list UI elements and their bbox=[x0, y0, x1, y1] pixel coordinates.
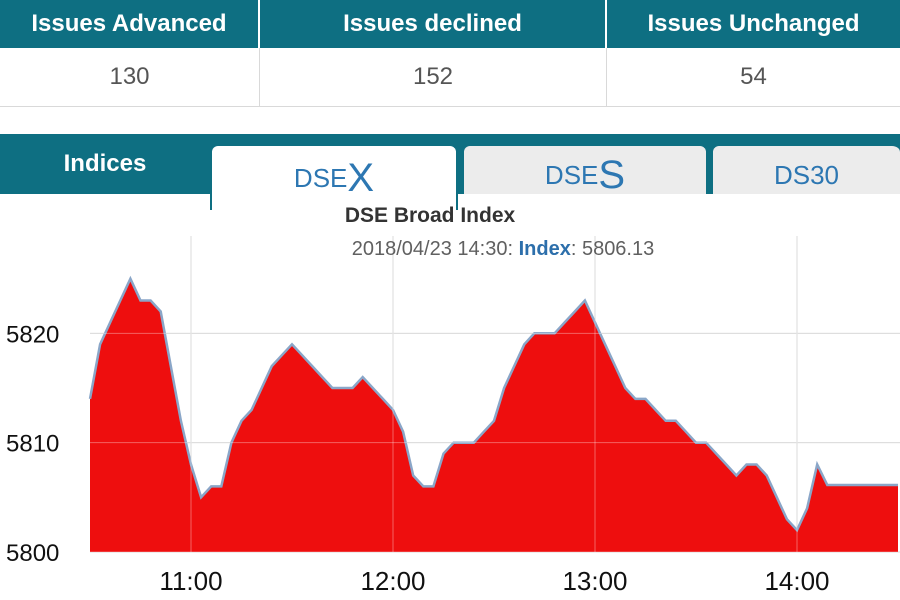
tab-dses-suffix: S bbox=[598, 152, 626, 197]
chart-title: DSE Broad Index bbox=[344, 204, 516, 227]
tab-dsex-prefix: DSE bbox=[293, 162, 348, 193]
value-issues-declined: 152 bbox=[260, 48, 607, 106]
tab-dsex-suffix: X bbox=[347, 155, 375, 200]
tab-dses-prefix: DSE bbox=[544, 159, 599, 190]
y-tick-5800: 5800 bbox=[6, 540, 59, 567]
y-tick-5820: 5820 bbox=[6, 321, 59, 348]
x-tick-1100: 11:00 bbox=[159, 566, 222, 596]
x-tick-1300: 13:00 bbox=[562, 566, 627, 596]
tooltip-label: Index bbox=[518, 238, 571, 260]
y-tick-5810: 5810 bbox=[6, 431, 59, 458]
tab-dsex[interactable]: DSE X bbox=[210, 144, 458, 210]
x-tick-1200: 12:00 bbox=[360, 566, 425, 596]
tab-ds30-label: DS30 bbox=[773, 159, 840, 190]
value-issues-advanced: 130 bbox=[0, 48, 260, 106]
header-issues-unchanged: Issues Unchanged bbox=[647, 10, 860, 37]
tooltip-value: : 5806.13 bbox=[570, 238, 655, 260]
tooltip-datetime: 2018/04/23 14:30: bbox=[351, 238, 514, 260]
stats-value-row: 130 152 54 bbox=[0, 48, 900, 107]
market-stats-table: Issues Advanced Issues declined Issues U… bbox=[0, 0, 900, 107]
header-issues-declined: Issues declined bbox=[260, 0, 607, 48]
index-line bbox=[88, 275, 898, 533]
stats-header-row: Issues Advanced Issues declined Issues U… bbox=[0, 0, 900, 48]
header-issues-advanced: Issues Advanced bbox=[0, 0, 260, 48]
index-area bbox=[90, 278, 898, 552]
value-issues-unchanged: 54 bbox=[740, 63, 767, 90]
indices-section-label: Indices bbox=[63, 150, 147, 177]
chart-tooltip: 2018/04/23 14:30: Index: 5806.13 bbox=[0, 238, 900, 261]
x-tick-1400: 14:00 bbox=[764, 566, 829, 596]
